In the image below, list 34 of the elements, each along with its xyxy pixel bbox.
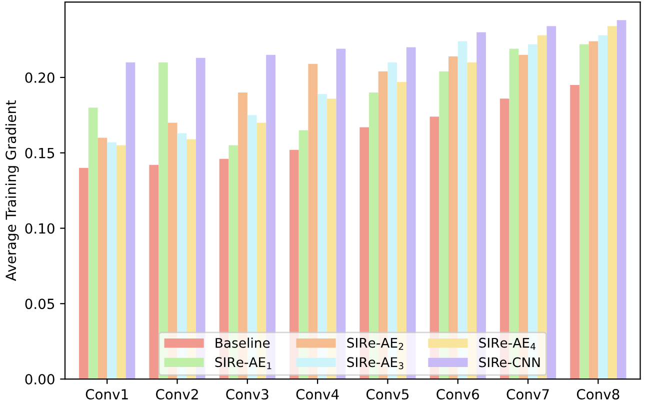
y-tick-label: 0.00 bbox=[25, 374, 54, 385]
bar bbox=[88, 108, 98, 380]
x-tick-label: Conv6 bbox=[436, 389, 480, 400]
bar bbox=[546, 26, 556, 380]
x-tick-label: Conv5 bbox=[366, 389, 409, 400]
bar bbox=[79, 168, 88, 380]
bar bbox=[616, 20, 626, 380]
x-tick-label: Conv4 bbox=[296, 389, 339, 400]
legend-label: SIRe-AE$_{1}$ bbox=[215, 357, 272, 370]
bar bbox=[116, 145, 126, 380]
bar bbox=[588, 41, 598, 380]
legend-label: SIRe-AE$_{4}$ bbox=[479, 338, 536, 350]
bar bbox=[570, 84, 580, 380]
x-tick-label: Conv3 bbox=[226, 389, 268, 400]
legend-label: Baseline bbox=[216, 338, 270, 348]
x-tick-label: Conv8 bbox=[576, 389, 620, 400]
y-tick-label: 0.20 bbox=[25, 72, 54, 83]
bar bbox=[608, 26, 617, 380]
x-tick-label: Conv1 bbox=[86, 389, 128, 400]
bar bbox=[598, 35, 608, 380]
legend-label: SIRe-AE$_{3}$ bbox=[347, 357, 404, 370]
y-tick-label: 0.15 bbox=[25, 148, 54, 158]
bar bbox=[149, 164, 159, 380]
x-tick-label: Conv7 bbox=[506, 389, 549, 400]
legend-label: SIRe-AE$_{2}$ bbox=[347, 338, 404, 350]
bar bbox=[579, 44, 589, 380]
x-tick-label: Conv2 bbox=[156, 389, 198, 400]
y-tick-label: 0.10 bbox=[25, 223, 54, 234]
legend-label: SIRe-CNN bbox=[479, 357, 540, 368]
bar bbox=[126, 62, 136, 380]
y-axis-title: Average Training Gradient bbox=[5, 100, 19, 281]
bar bbox=[98, 138, 108, 380]
y-tick-label: 0.05 bbox=[25, 298, 54, 310]
bar bbox=[107, 142, 116, 380]
